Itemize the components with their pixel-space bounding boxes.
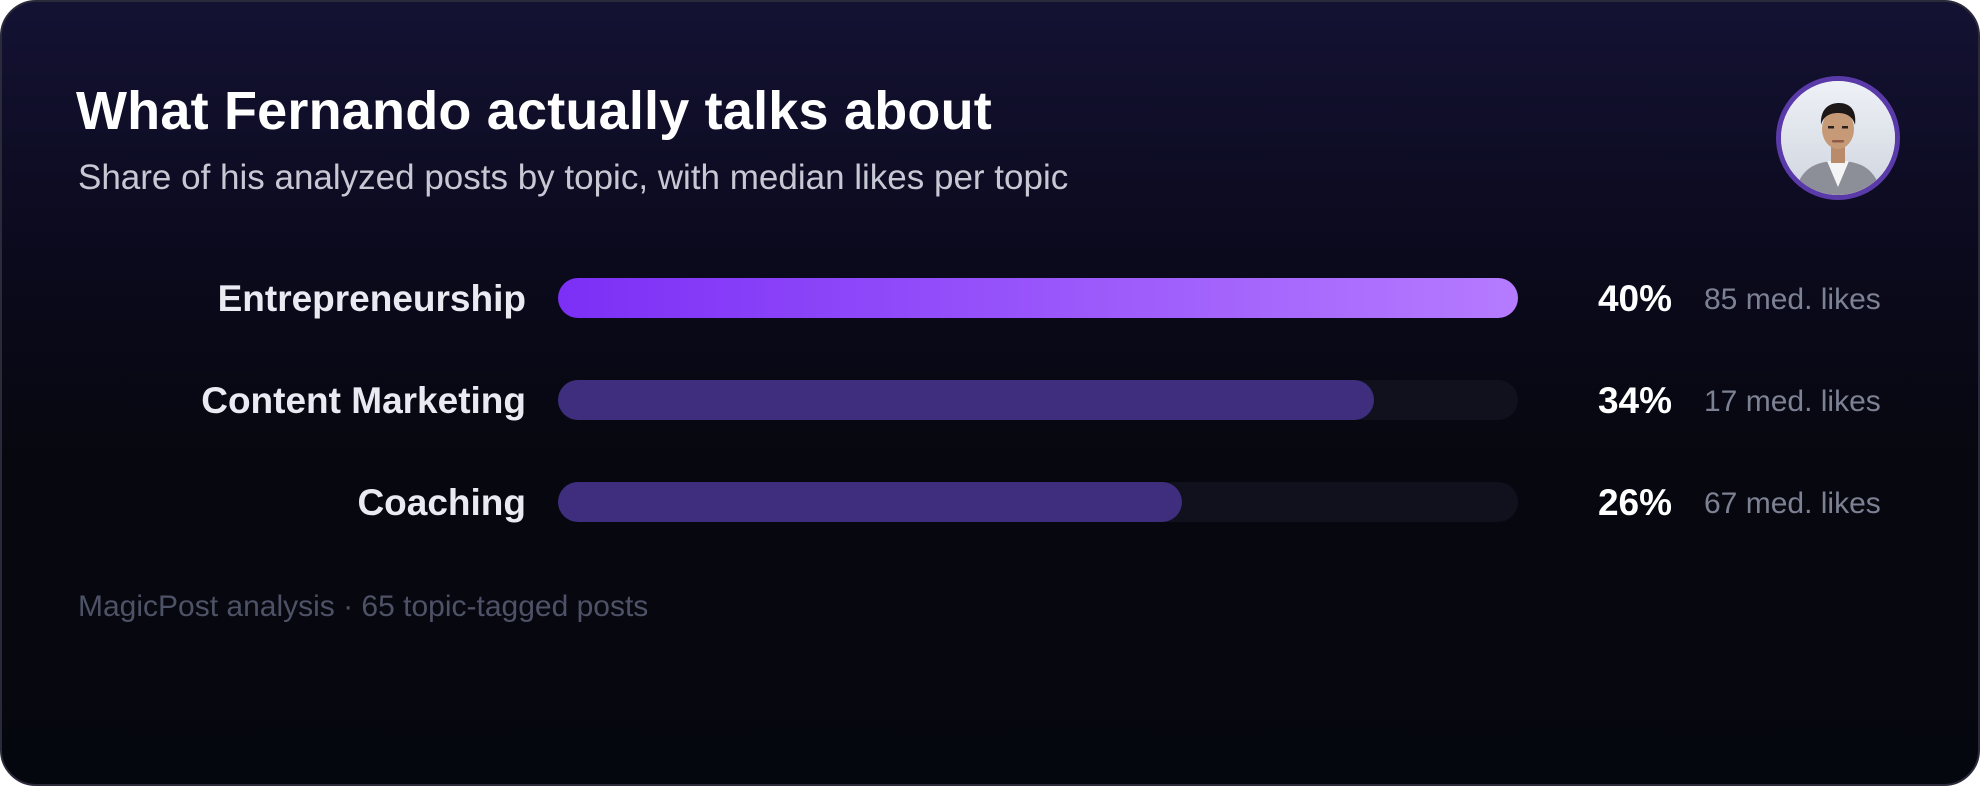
page-subtitle: Share of his analyzed posts by topic, wi… bbox=[78, 158, 1069, 197]
category-label: Entrepreneurship bbox=[218, 278, 526, 319]
bar-entrepreneurship bbox=[558, 278, 1518, 318]
value-label: 26% bbox=[1598, 482, 1672, 523]
median-likes-label: 85 med. likes bbox=[1704, 283, 1881, 316]
footer-note: MagicPost analysis · 65 topic-tagged pos… bbox=[78, 590, 649, 623]
median-likes-label: 67 med. likes bbox=[1704, 487, 1881, 520]
category-label: Coaching bbox=[357, 482, 526, 523]
value-label: 40% bbox=[1598, 278, 1672, 319]
person-photo-icon bbox=[1781, 81, 1895, 195]
bar-coaching bbox=[558, 482, 1182, 522]
bar-content-marketing bbox=[558, 380, 1374, 420]
category-label: Content Marketing bbox=[201, 380, 526, 421]
avatar bbox=[1776, 76, 1900, 200]
value-label: 34% bbox=[1598, 380, 1672, 421]
median-likes-label: 17 med. likes bbox=[1704, 385, 1881, 418]
page-title: What Fernando actually talks about bbox=[76, 81, 992, 141]
